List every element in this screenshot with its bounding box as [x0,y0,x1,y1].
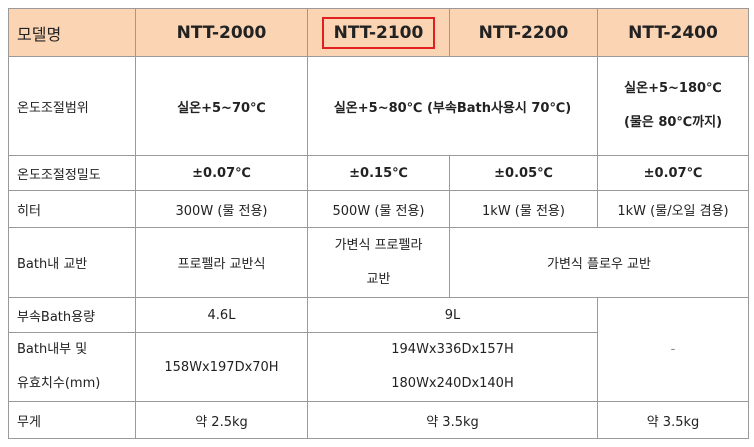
cell: 실온+5~180℃ (물은 80℃까지) [597,56,749,156]
header-cell: NTT-2100 [307,8,450,57]
row: 부속Bath용량 4.6L 9L - [8,297,749,402]
spec-table: 모델명 NTT-2000 NTT-2100 NTT-2200 NTT-2400 … [8,8,749,439]
cell: 9L [307,297,598,333]
cell: 실온+5~70℃ [135,56,308,156]
cell: 194Wx336Dx157H 180Wx240Dx140H [307,332,598,402]
label-line: 유효치수(mm) [17,376,101,391]
cell-line: 가변식 프로펠라 [334,237,423,253]
cell: 300W (물 전용) [135,190,308,228]
cell: ±0.07℃ [135,155,308,191]
cell: 약 3.5kg [307,401,598,439]
cell: 500W (물 전용) [307,190,450,228]
row: 온도조절범위 실온+5~70℃ 실온+5~80℃ (부속Bath사용시 70℃)… [8,56,749,156]
cell-line: 교반 [366,271,391,287]
row: 무게 약 2.5kg 약 3.5kg 약 3.5kg [8,401,749,439]
cell-line: 180Wx240Dx140H [391,376,514,391]
cell-line: 실온+5~180℃ [624,81,722,96]
cell: 가변식 플로우 교반 [449,227,749,298]
cell: 약 2.5kg [135,401,308,439]
cell: 1kW (물 전용) [449,190,598,228]
row-label: 히터 [8,190,136,228]
cell: - [597,297,749,402]
row: 히터 300W (물 전용) 500W (물 전용) 1kW (물 전용) 1k… [8,190,749,228]
cell: ±0.05℃ [449,155,598,191]
cell: 프로펠라 교반식 [135,227,308,298]
row-label: Bath내 교반 [8,227,136,298]
header-cell: NTT-2200 [449,8,598,57]
label-line: Bath내부 및 [17,342,88,357]
highlight-box: NTT-2100 [321,16,436,49]
header-cell: NTT-2000 [135,8,308,57]
row-label: 온도조절범위 [8,56,136,156]
row-label: 무게 [8,401,136,439]
cell: ±0.07℃ [597,155,749,191]
row-label: 부속Bath용량 [8,297,136,333]
cell: ±0.15℃ [307,155,450,191]
cell: 약 3.5kg [597,401,749,439]
cell: 4.6L [135,297,308,333]
cell-line: 194Wx336Dx157H [391,342,514,357]
header-cell: NTT-2400 [597,8,749,57]
cell: 실온+5~80℃ (부속Bath사용시 70℃) [307,56,598,156]
header-row: 모델명 NTT-2000 NTT-2100 NTT-2200 NTT-2400 [8,8,749,57]
cell: 158Wx197Dx70H [135,332,308,402]
cell-line: (물은 80℃까지) [623,115,723,130]
row: 온도조절정밀도 ±0.07℃ ±0.15℃ ±0.05℃ ±0.07℃ [8,155,749,191]
header-cell: 모델명 [8,8,136,57]
cell: 1kW (물/오일 겸용) [597,190,749,228]
row-label: 온도조절정밀도 [8,155,136,191]
